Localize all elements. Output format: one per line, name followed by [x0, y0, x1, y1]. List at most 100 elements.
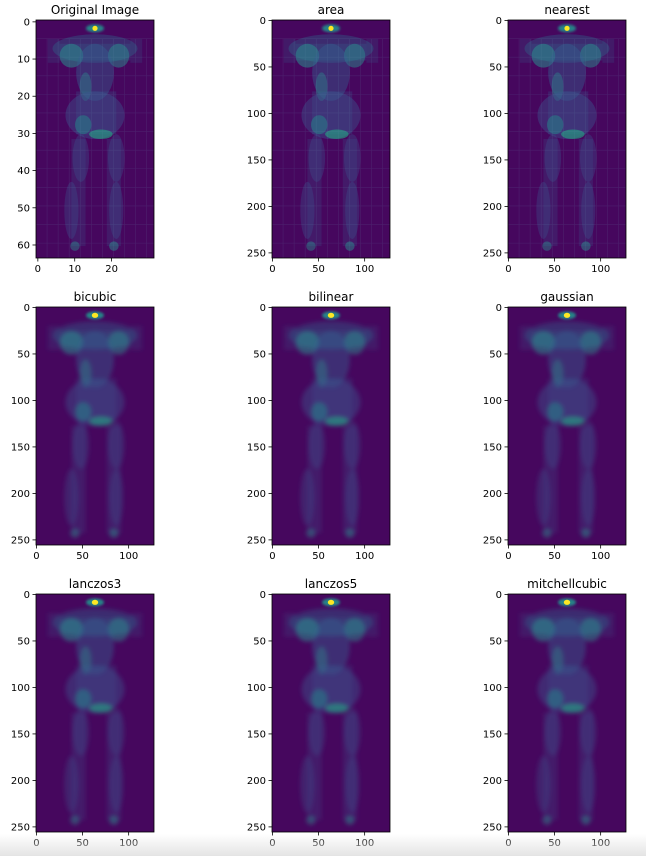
y-tick-label: 0 [496, 303, 502, 314]
heatmap-blob [109, 815, 119, 825]
axes-frame [507, 306, 627, 546]
y-tick-label: 150 [247, 155, 266, 166]
x-tick-label: 50 [312, 264, 325, 275]
heatmap-blob [546, 689, 564, 709]
subplot: bicubic 0 50 100 0 50 100 150 200 250 [11, 290, 155, 562]
hotspot [92, 25, 98, 31]
y-tick-label: 50 [253, 636, 266, 647]
heatmap-region [366, 39, 379, 63]
y-tick-label: 50 [17, 349, 30, 360]
axes-frame [35, 306, 155, 546]
heatmap-blob [79, 72, 92, 101]
heatmap-blob [89, 129, 113, 140]
heatmap-blob [325, 416, 349, 426]
heatmap-blob [74, 402, 92, 422]
subplot: mitchellcubic050100050100150200250 [483, 577, 627, 849]
y-tick-label: 50 [489, 62, 502, 73]
x-tick-label: 50 [312, 551, 325, 562]
heatmap-blob [343, 421, 361, 469]
heatmap-blob [561, 416, 585, 426]
heatmap-blob [76, 43, 114, 101]
subplot-title: gaussian [540, 290, 593, 304]
heatmap-blob [107, 43, 130, 68]
heatmap-blob [107, 421, 125, 469]
heatmap-blob [59, 617, 84, 642]
heatmap-region [548, 91, 589, 135]
heatmap-image [272, 307, 390, 545]
y-tick-label: 0 [496, 590, 502, 601]
heatmap-blob [581, 528, 591, 538]
y-tick-label: 100 [483, 396, 502, 407]
subplot-title: lanczos5 [305, 577, 357, 591]
y-tick-label: 200 [483, 776, 502, 787]
heatmap-blob [345, 755, 360, 813]
axes-frame [271, 19, 391, 259]
heatmap-blob [72, 134, 90, 182]
y-tick-label: 150 [11, 729, 30, 740]
y-tick-label: 250 [483, 822, 502, 833]
heatmap-blob [310, 689, 328, 709]
y-tick-label: 100 [247, 396, 266, 407]
heatmap-image [272, 20, 390, 258]
heatmap-blob [544, 708, 562, 756]
heatmap-blob [107, 134, 125, 182]
heatmap-blob [579, 617, 602, 642]
heatmap-blob [544, 134, 562, 182]
x-tick-label: 100 [591, 264, 610, 275]
heatmap-blob [295, 617, 320, 642]
heatmap-blob [581, 815, 591, 825]
x-tick-label: 0 [505, 264, 511, 275]
heatmap-blob [107, 708, 125, 756]
heatmap-blob [89, 416, 113, 426]
heatmap-blob [531, 617, 556, 642]
heatmap-blob [70, 815, 80, 825]
x-tick-label: 50 [548, 551, 561, 562]
heatmap-background [508, 20, 626, 258]
y-tick-label: 250 [11, 822, 30, 833]
heatmap-blob [107, 617, 130, 642]
y-tick-label: 150 [483, 729, 502, 740]
heatmap-blob [70, 528, 80, 538]
heatmap-background [36, 20, 154, 258]
pixel-texture [272, 38, 390, 258]
y-tick-label: 0 [24, 17, 30, 28]
heatmap-blob [295, 43, 320, 68]
heatmap-image [508, 20, 626, 258]
heatmap-blob [74, 689, 92, 709]
heatmap-blob [542, 241, 552, 251]
heatmap-blob [310, 402, 328, 422]
heatmap-blob [561, 129, 585, 140]
y-tick-label: 0 [24, 590, 30, 601]
heatmap-blob [546, 115, 564, 135]
y-tick-label: 0 [260, 16, 266, 27]
heatmap-region [312, 91, 353, 135]
y-tick-label: 200 [11, 776, 30, 787]
heatmap-image [508, 594, 626, 832]
heatmap-blob [64, 181, 79, 239]
axes-frame [35, 593, 155, 833]
heatmap-blob [295, 330, 320, 355]
subplot: lanczos3050100050100150200250 [11, 577, 155, 849]
heatmap-blob [325, 129, 349, 140]
axes-frame [271, 306, 391, 546]
heatmap-blob [542, 815, 552, 825]
heatmap-blob [306, 528, 316, 538]
y-tick-label: 150 [247, 729, 266, 740]
subplot: gaussian 0 50 100 0 50 100 150 200 250 [483, 290, 627, 562]
y-tick-label: 40 [17, 166, 30, 177]
heatmap-image [272, 594, 390, 832]
y-tick-label: 50 [489, 636, 502, 647]
heatmap-blob [74, 115, 92, 135]
y-tick-label: 10 [17, 55, 30, 66]
heatmap-region [602, 39, 615, 63]
hotspot [563, 312, 571, 318]
heatmap-blob [343, 134, 361, 182]
heatmap-region [283, 39, 296, 63]
y-tick-label: 50 [489, 349, 502, 360]
heatmap-image [36, 594, 154, 832]
heatmap-background [272, 20, 390, 258]
subplot-title: nearest [544, 3, 590, 17]
heatmap-blob [343, 708, 361, 756]
x-tick-label: 50 [548, 264, 561, 275]
